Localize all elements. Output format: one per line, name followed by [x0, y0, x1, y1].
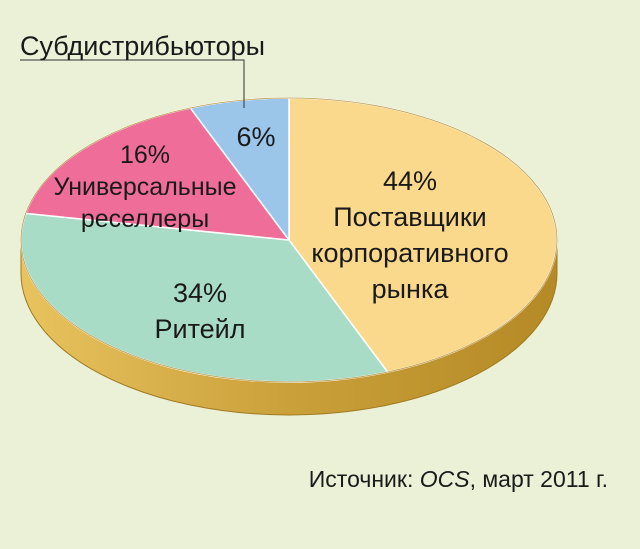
slice-resellers-label: 16% Универсальные реселлеры	[53, 141, 236, 233]
slice-resellers-name: реселлеры	[81, 205, 209, 233]
slice-subdistributors-percent: 6%	[236, 122, 275, 152]
slice-subdistributors-label: 6%	[236, 122, 275, 152]
source-name: OCS	[419, 466, 470, 492]
slice-corporate-name: Поставщики	[333, 202, 487, 232]
callout-leader	[20, 59, 245, 108]
pie-outline	[20, 97, 558, 383]
callout-subdistributors: Субдистрибьюторы	[20, 31, 265, 61]
slice-corporate-label: 44% Поставщики корпоративного рынка	[311, 166, 508, 304]
source-note: Источник: OCS, март 2011 г.	[309, 466, 608, 493]
slice-resellers-name: Универсальные	[53, 173, 236, 201]
slice-retail-percent: 34%	[173, 278, 227, 308]
pie-labels: 44% Поставщики корпоративного рынка 34% Ритей…	[20, 31, 509, 344]
slice-resellers-percent: 16%	[120, 141, 170, 169]
source-date: , март 2011 г.	[469, 466, 608, 492]
source-prefix: Источник:	[308, 466, 420, 492]
slice-retail-name: Ритейл	[154, 314, 245, 344]
pie-slices	[20, 97, 558, 383]
slice-corporate-name: рынка	[372, 274, 450, 304]
slice-corporate-name: корпоративного	[311, 238, 508, 268]
slice-corporate-percent: 44%	[383, 166, 437, 196]
slice-retail-label: 34% Ритейл	[154, 278, 245, 344]
callout-line	[20, 59, 245, 108]
